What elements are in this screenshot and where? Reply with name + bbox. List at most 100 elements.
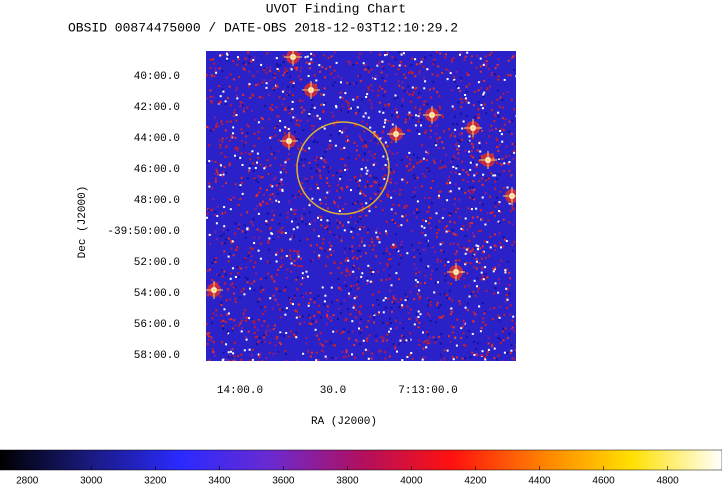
noise-pixel [264, 306, 267, 309]
colorbar-tick-label: 3800 [336, 476, 359, 487]
noise-pixel [451, 60, 454, 63]
noise-pixel [360, 328, 363, 331]
noise-pixel [285, 277, 288, 280]
noise-pixel [297, 138, 300, 141]
noise-pixel [464, 252, 467, 255]
noise-pixel [244, 276, 247, 279]
noise-pixel [257, 83, 260, 86]
noise-pixel [324, 264, 327, 267]
noise-pixel [415, 312, 418, 315]
noise-pixel [425, 220, 427, 223]
noise-pixel [266, 202, 269, 205]
noise-pixel [242, 316, 245, 319]
noise-pixel [424, 234, 427, 237]
noise-pixel [257, 353, 260, 356]
noise-pixel [209, 66, 212, 69]
noise-pixel [493, 244, 496, 247]
noise-pixel [266, 52, 269, 55]
noise-pixel [210, 336, 213, 339]
noise-pixel [444, 227, 446, 230]
noise-pixel [496, 98, 499, 101]
noise-pixel [515, 323, 516, 326]
noise-pixel [509, 313, 512, 316]
noise-pixel [267, 173, 270, 175]
noise-pixel [302, 129, 305, 132]
noise-pixel [215, 123, 218, 126]
noise-pixel [446, 78, 449, 81]
noise-pixel [243, 258, 246, 261]
noise-pixel [349, 179, 352, 182]
noise-pixel [335, 61, 338, 64]
noise-pixel [288, 112, 291, 115]
noise-pixel [366, 180, 369, 183]
noise-pixel [424, 132, 427, 134]
noise-pixel [351, 353, 353, 356]
noise-pixel [358, 154, 361, 157]
noise-pixel [365, 172, 368, 175]
noise-pixel [252, 59, 255, 61]
noise-pixel [313, 301, 316, 304]
noise-pixel [209, 242, 212, 245]
noise-pixel [273, 72, 276, 75]
noise-pixel [332, 330, 335, 333]
noise-pixel [336, 226, 339, 229]
noise-pixel [366, 231, 369, 234]
noise-pixel [496, 146, 499, 149]
noise-pixel [503, 78, 506, 81]
noise-pixel [263, 340, 266, 343]
noise-pixel [315, 170, 318, 173]
noise-pixel [418, 339, 421, 342]
noise-pixel [293, 131, 296, 133]
noise-pixel [436, 260, 439, 263]
noise-pixel [256, 204, 259, 207]
noise-pixel [503, 351, 506, 354]
noise-pixel [418, 289, 421, 292]
noise-pixel [499, 338, 502, 341]
noise-pixel [484, 360, 487, 361]
noise-pixel [489, 246, 492, 249]
noise-pixel [427, 312, 429, 315]
noise-pixel [307, 349, 310, 352]
noise-pixel [420, 159, 423, 162]
noise-pixel [353, 344, 356, 346]
noise-pixel [401, 178, 404, 181]
noise-pixel [485, 60, 488, 62]
noise-pixel [416, 129, 419, 132]
noise-pixel [445, 68, 448, 71]
noise-pixel [269, 146, 272, 149]
noise-pixel [507, 162, 510, 165]
noise-pixel [325, 67, 327, 70]
noise-pixel [306, 238, 309, 241]
noise-pixel [267, 248, 270, 251]
noise-pixel [226, 313, 228, 316]
noise-pixel [284, 349, 287, 352]
noise-pixel [232, 286, 235, 289]
noise-pixel [324, 151, 327, 153]
noise-pixel [507, 260, 510, 263]
noise-pixel [478, 142, 481, 145]
noise-pixel [359, 190, 362, 193]
noise-pixel [511, 142, 514, 145]
noise-pixel [368, 99, 371, 102]
noise-pixel [285, 309, 288, 312]
noise-pixel [291, 108, 294, 110]
noise-pixel [387, 104, 390, 107]
noise-pixel [448, 190, 451, 193]
noise-pixel [361, 120, 364, 123]
noise-pixel [330, 253, 333, 256]
noise-pixel [318, 169, 321, 172]
noise-pixel [349, 313, 352, 316]
noise-pixel [227, 260, 230, 263]
noise-pixel [218, 139, 220, 142]
noise-pixel [412, 191, 415, 194]
noise-pixel [479, 80, 481, 83]
noise-pixel [452, 166, 455, 168]
noise-pixel [233, 111, 236, 114]
noise-pixel [319, 342, 322, 345]
noise-pixel [234, 136, 237, 139]
noise-pixel [436, 91, 439, 94]
noise-pixel [251, 150, 254, 153]
noise-pixel [461, 160, 464, 163]
noise-pixel [343, 281, 346, 284]
noise-pixel [390, 178, 393, 181]
